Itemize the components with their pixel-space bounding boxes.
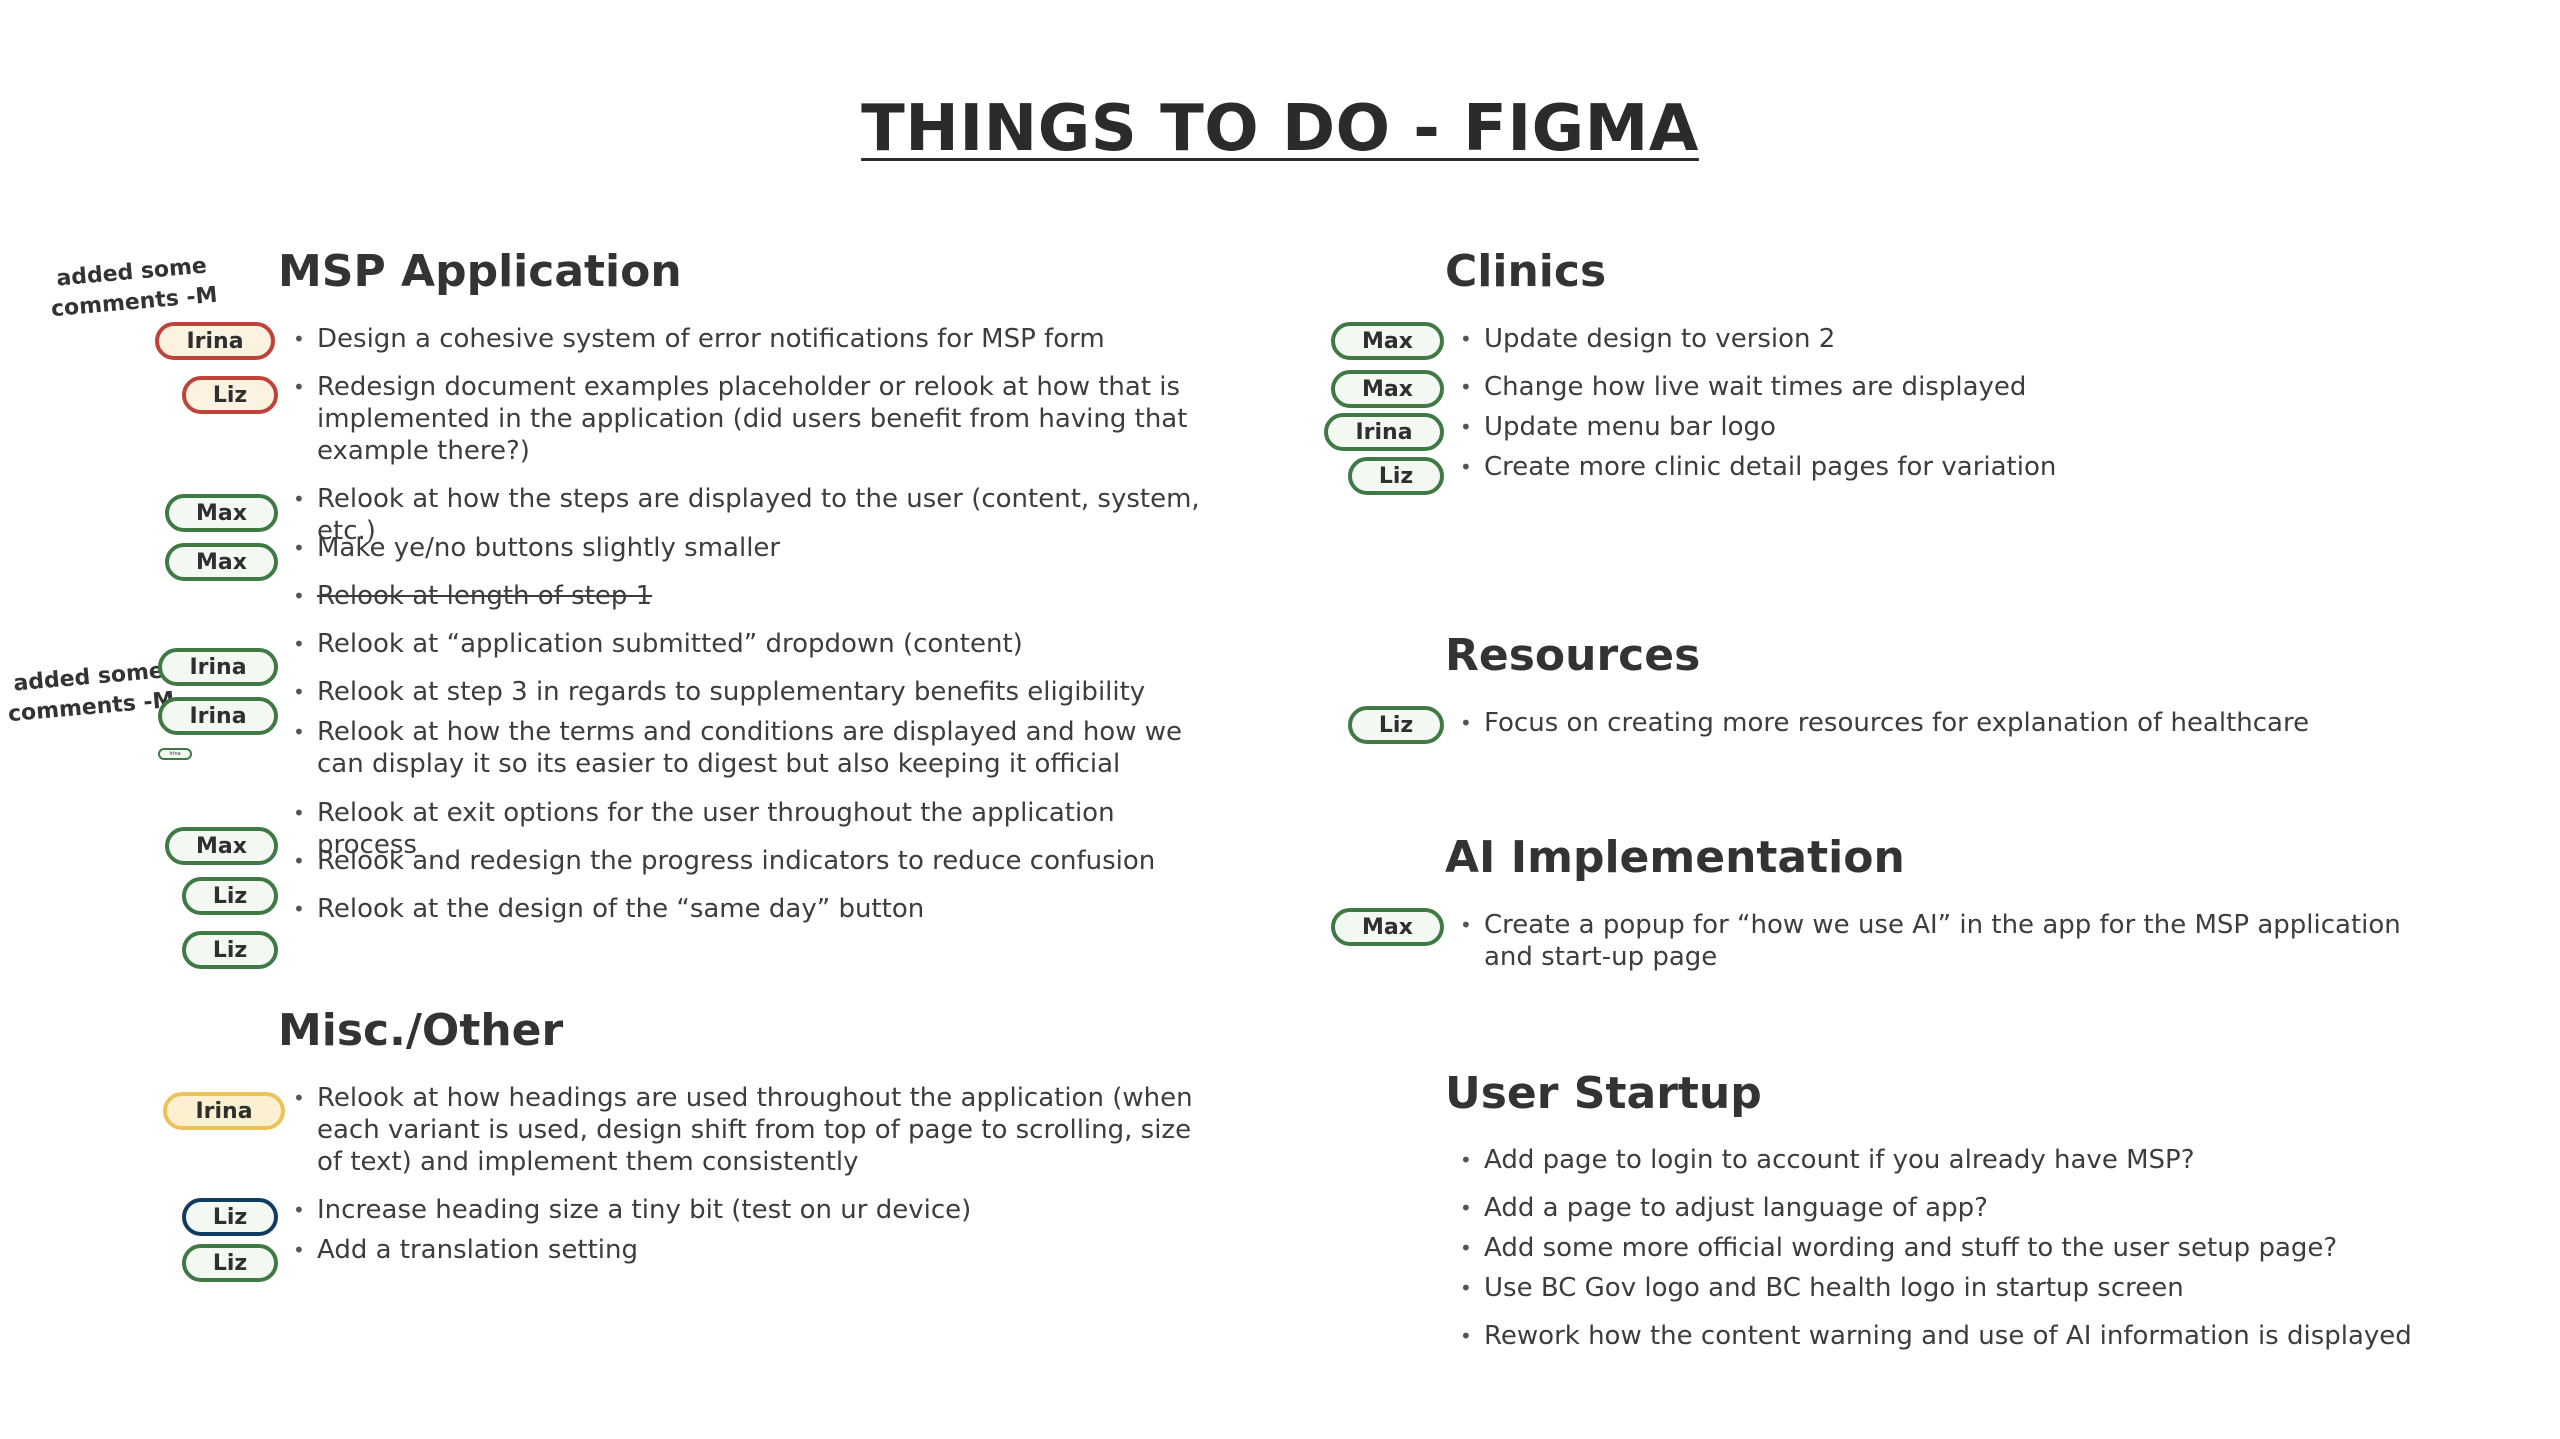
msp-item: • Relook at exit options for the user thr… [293,798,1115,860]
msp-item: • Relook at how the terms and conditions … [293,717,1183,779]
misc-item: • Relook at how headings are used through… [293,1083,1193,1177]
startup-item: • Add some more official wording and stuf… [1460,1233,2338,1263]
assignee-tag[interactable]: Liz [1348,706,1444,744]
assignee-tag[interactable]: Irina [158,697,278,735]
comment-note[interactable]: added some comments -M [50,253,219,323]
ai-item: • Create a popup for “how we use AI” in t… [1460,910,2401,972]
assignee-tag[interactable]: Max [1331,370,1444,408]
assignee-tag[interactable]: Max [1331,908,1444,946]
assignee-tag[interactable]: Irina [163,1092,285,1130]
assignee-tag[interactable]: Liz [182,931,278,969]
startup-heading: User Startup [1445,1068,1762,1119]
msp-item: • Relook at step 3 in regards to suppleme… [293,677,1146,707]
msp-item: • Design a cohesive system of error notif… [293,324,1105,354]
misc-item: • Add a translation setting [293,1235,639,1265]
assignee-tag[interactable]: Liz [182,1198,278,1236]
comment-note[interactable]: added some comments -M [7,658,176,728]
clinics-heading: Clinics [1445,246,1607,297]
startup-item: • Use BC Gov logo and BC health logo in s… [1460,1273,2184,1303]
page-title: THINGS TO DO - FIGMA [861,92,1699,166]
msp-item: • Relook at length of step 1 [293,581,653,611]
assignee-tag[interactable]: Irina [155,322,275,360]
assignee-tag[interactable]: Liz [182,1244,278,1282]
startup-item: • Rework how the content warning and use … [1460,1321,2412,1351]
msp-item: • Make ye/no buttons slightly smaller [293,533,781,563]
resources-item: • Focus on creating more resources for ex… [1460,708,2310,738]
assignee-tag[interactable]: Max [165,827,278,865]
assignee-tag[interactable]: Max [165,543,278,581]
msp-item: • Relook and redesign the progress indica… [293,846,1156,876]
clinics-item: • Update design to version 2 [1460,324,1836,354]
assignee-tag[interactable]: Irina [1324,413,1444,451]
msp-item: • Relook at “application submitted” dropd… [293,629,1023,659]
assignee-tag[interactable]: Liz [182,877,278,915]
assignee-tag[interactable]: Max [165,494,278,532]
misc-item: • Increase heading size a tiny bit (test … [293,1195,972,1225]
ai-heading: AI Implementation [1445,832,1905,883]
startup-item: • Add page to login to account if you alr… [1460,1145,2195,1175]
msp-item: • Redesign document examples placeholder … [293,372,1188,466]
assignee-tag[interactable]: Liz [1348,457,1444,495]
clinics-item: • Update menu bar logo [1460,412,1776,442]
startup-item: • Add a page to adjust language of app? [1460,1193,1988,1223]
msp-heading: MSP Application [278,246,682,297]
resources-heading: Resources [1445,630,1701,681]
msp-item: • Relook at how the steps are displayed t… [293,484,1200,546]
misc-heading: Misc./Other [278,1005,564,1056]
assignee-tag[interactable]: Irina [158,648,278,686]
msp-item: • Relook at the design of the “same day” … [293,894,925,924]
assignee-tag[interactable]: Liz [182,376,278,414]
clinics-item: • Create more clinic detail pages for var… [1460,452,2057,482]
assignee-tag[interactable]: Irina [158,748,192,760]
assignee-tag[interactable]: Max [1331,322,1444,360]
clinics-item: • Change how live wait times are displaye… [1460,372,2027,402]
